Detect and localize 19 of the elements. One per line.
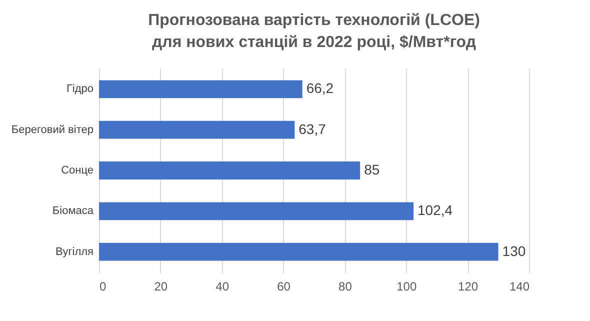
chart-title: Прогнозована вартість технологій (LCOE) для нових станцій в 2022 році, $/Мвт*год — [148, 12, 480, 51]
x-tick-label: 140 — [509, 280, 530, 294]
x-tick-label: 120 — [458, 280, 478, 294]
x-tick-label: 20 — [154, 280, 168, 294]
y-tick-label: Сонце — [61, 164, 94, 176]
x-tick-label: 80 — [338, 280, 352, 294]
y-tick-label: Гідро — [66, 83, 94, 96]
data-label: 63,7 — [298, 120, 326, 137]
x-tick-label: 100 — [396, 280, 417, 294]
y-tick-label: Біомаса — [52, 205, 94, 218]
data-label: 130 — [502, 242, 526, 259]
y-tick-label: Вугілля — [56, 246, 94, 258]
data-label: 102,4 — [418, 202, 453, 218]
x-tick-label: 40 — [216, 280, 230, 294]
x-tick-label: 60 — [277, 280, 291, 294]
x-tick-label: 0 — [100, 280, 106, 294]
y-tick-label: Береговий вітер — [11, 124, 94, 136]
data-label: 66,2 — [306, 80, 334, 96]
data-label: 85 — [364, 162, 380, 178]
